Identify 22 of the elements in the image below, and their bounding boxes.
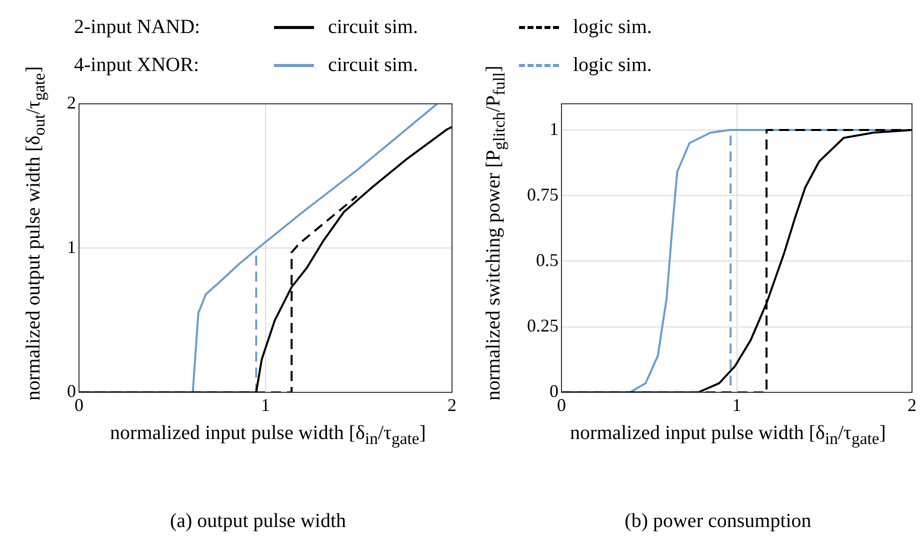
y-tick-label: 0.75	[527, 184, 558, 204]
y-tick-label: 1	[550, 118, 558, 139]
y-tick-label: 0.25	[527, 316, 558, 336]
y-tick-label: 0	[550, 381, 558, 402]
x-tick-label: 1	[732, 394, 742, 415]
text: (b) power consumption	[624, 510, 812, 533]
x-tick-label: 1	[261, 394, 270, 415]
legend-label: circuit sim.	[328, 54, 418, 76]
x-tick-label: 2	[908, 394, 916, 415]
x-tick-label: 2	[448, 394, 456, 415]
text: (a) output pulse width	[168, 510, 348, 533]
x-axis-title: normalized input pulse width [δ$_{in}$/τ$_{gate}$]	[569, 422, 887, 449]
x-axis-title: normalized input pulse width [δ$_{in}$/τ$_{gate}$]	[109, 422, 427, 449]
legend-label: logic sim.	[573, 54, 652, 76]
y-tick-label: 2	[67, 92, 76, 113]
y-tick-label: 0	[67, 381, 76, 402]
y-tick-label: 0.5	[536, 250, 558, 270]
text: 2-input NAND:	[74, 16, 202, 38]
y-tick-label: 1	[67, 236, 76, 257]
legend-label: circuit sim.	[328, 16, 418, 38]
text: 4-input XNOR:	[74, 54, 200, 76]
legend-label: logic sim.	[573, 16, 652, 38]
